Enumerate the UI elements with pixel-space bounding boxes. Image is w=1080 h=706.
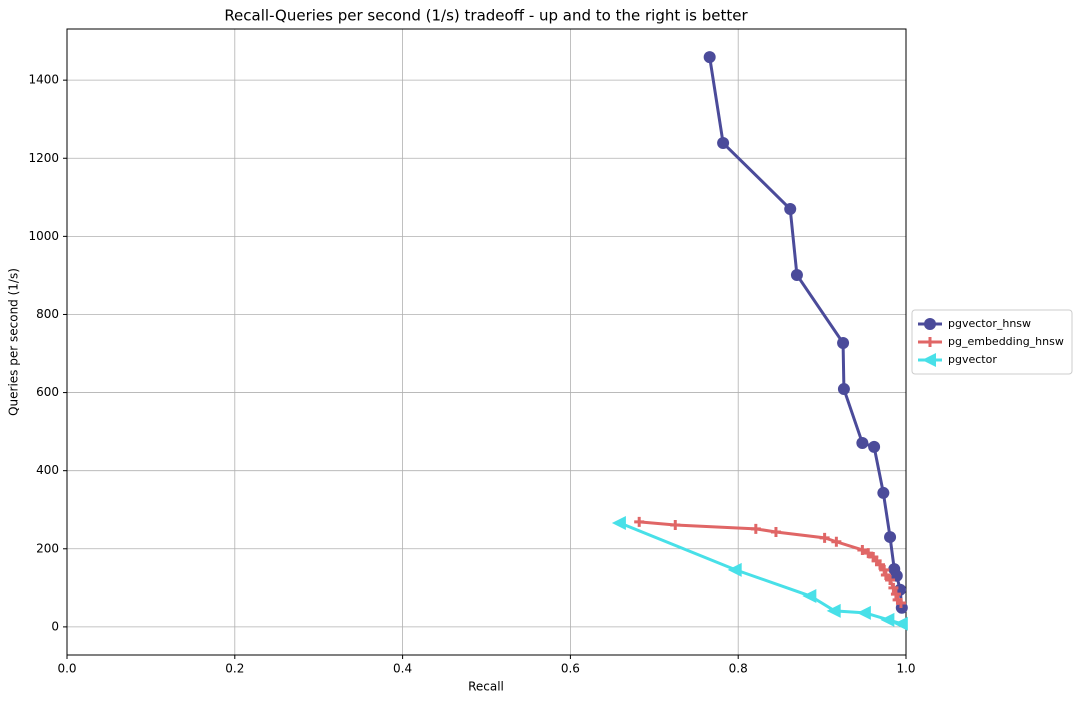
y-tick-label: 800 <box>36 307 59 321</box>
point <box>770 526 781 537</box>
point <box>670 519 681 530</box>
point <box>863 548 874 559</box>
x-tick-label: 0.0 <box>57 662 76 676</box>
point <box>884 531 897 544</box>
point <box>888 582 899 593</box>
legend-marker <box>924 318 936 330</box>
point <box>857 544 868 555</box>
point <box>877 486 890 499</box>
legend-label: pgvector_hnsw <box>948 317 1031 330</box>
point <box>868 440 881 453</box>
legend-marker <box>925 337 935 347</box>
point <box>831 536 842 547</box>
legend-label: pg_embedding_hnsw <box>948 335 1064 348</box>
point <box>837 383 850 396</box>
legend-frame <box>911 309 1073 375</box>
y-tick-label: 600 <box>36 385 59 399</box>
point <box>890 589 901 600</box>
point <box>727 562 742 577</box>
x-tick-label: 0.8 <box>729 662 748 676</box>
y-tick-label: 200 <box>36 541 59 555</box>
legend-label: pgvector <box>948 353 997 366</box>
plot-frame <box>66 28 907 656</box>
y-tick-label: 1200 <box>28 151 59 165</box>
point <box>717 137 730 150</box>
series-line <box>619 521 903 626</box>
point <box>802 589 817 604</box>
point <box>856 605 871 620</box>
point <box>885 575 896 586</box>
point <box>634 516 645 527</box>
point <box>750 523 761 534</box>
legend: pgvector_hnsw pg_embedding_hnsw pgvector <box>911 309 1073 375</box>
point <box>893 616 908 631</box>
x-tick-label: 1.0 <box>896 662 915 676</box>
series-line <box>639 520 902 605</box>
y-tick-label: 400 <box>36 463 59 477</box>
point <box>819 532 830 543</box>
legend-marker <box>922 353 936 367</box>
x-tick-label: 0.2 <box>225 662 244 676</box>
y-tick-label: 1400 <box>28 73 59 87</box>
y-tick-label: 0 <box>51 619 59 633</box>
y-tick-label: 1000 <box>28 229 59 243</box>
x-tick-label: 0.4 <box>393 662 412 676</box>
point <box>879 564 890 575</box>
point <box>874 559 885 570</box>
y-axis-label: Queries per second (1/s) <box>7 268 21 416</box>
point <box>837 336 850 349</box>
point <box>856 436 869 449</box>
point <box>790 269 803 282</box>
point <box>826 603 841 618</box>
x-tick-label: 0.6 <box>561 662 580 676</box>
point <box>880 612 895 627</box>
x-axis-label: Recall <box>468 680 504 694</box>
point <box>880 569 891 580</box>
point <box>611 516 626 531</box>
point <box>895 598 906 609</box>
point <box>784 203 797 216</box>
chart-title: Recall-Queries per second (1/s) tradeoff… <box>224 7 748 25</box>
point <box>703 51 716 64</box>
